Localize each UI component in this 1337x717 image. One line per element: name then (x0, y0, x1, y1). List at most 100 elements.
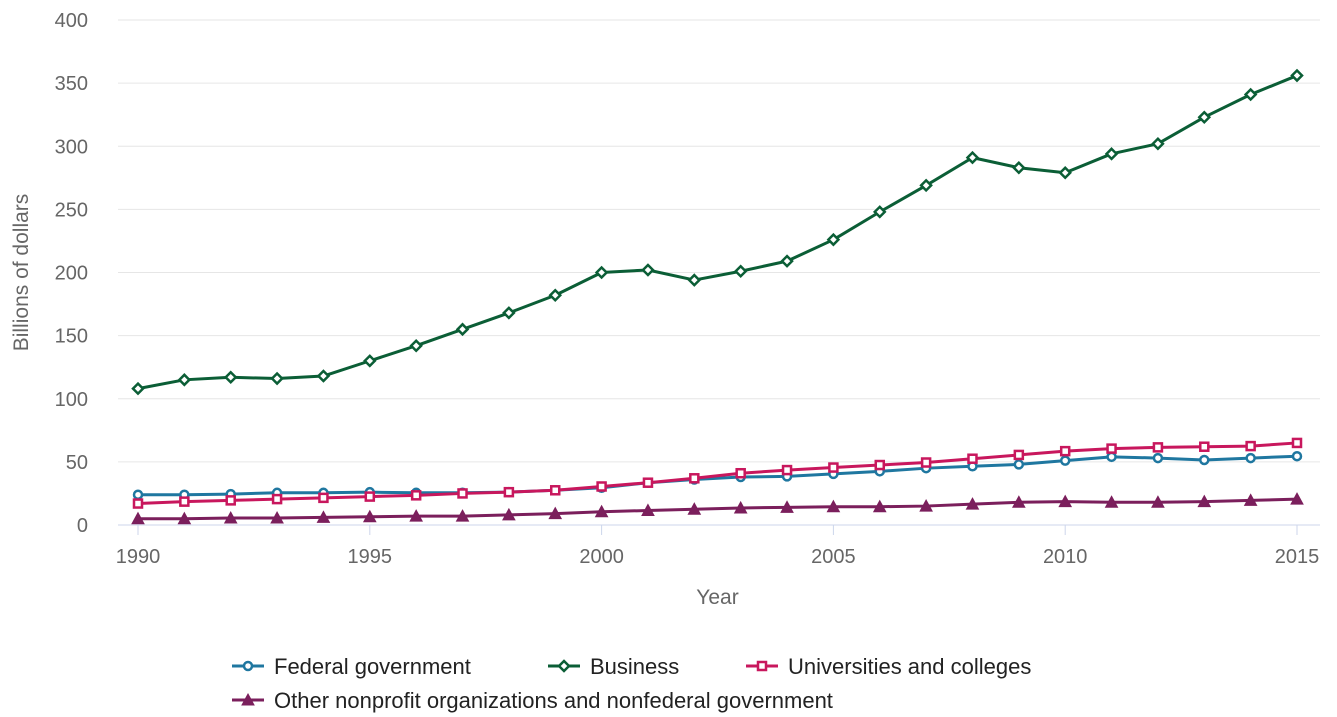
data-point (1291, 450, 1303, 462)
y-tick-label: 250 (55, 199, 88, 221)
legend: Federal government Business Universities a… (232, 654, 1031, 713)
data-point (689, 473, 700, 484)
data-point (409, 338, 423, 353)
data-point (1245, 440, 1256, 452)
data-point (1290, 68, 1304, 83)
y-axis-title: Billions of dollars (10, 194, 33, 352)
series-other-nonprofit-and-nonfederal (131, 492, 1304, 525)
axes: 0 50 100 150 200 250 300 350 400 1990 1995 2000 2005… (55, 10, 1320, 568)
data-point (1151, 136, 1165, 151)
legend-label: Other nonprofit organizations and nonfed… (274, 688, 833, 713)
data-point (225, 495, 236, 506)
data-point (548, 506, 563, 520)
data-point (270, 511, 284, 524)
data-point (223, 370, 238, 385)
data-point (1058, 165, 1072, 180)
data-point (1152, 452, 1164, 464)
data-point (1291, 437, 1303, 449)
legend-item-other-nonprofit-and-nonfederal[interactable]: Other nonprofit organizations and nonfed… (232, 688, 833, 713)
data-point (1197, 494, 1212, 508)
data-point (1151, 495, 1165, 508)
legend-item-federal-government[interactable]: Federal government (232, 654, 471, 679)
x-tick-label: 2005 (811, 546, 856, 568)
legend-marker (241, 692, 255, 706)
data-point (735, 467, 746, 479)
x-tick-label: 1995 (348, 546, 393, 568)
data-point (548, 288, 563, 302)
data-point (965, 150, 980, 165)
data-point (641, 263, 655, 277)
data-point (687, 502, 702, 515)
series-line (137, 74, 1298, 391)
legend-label: Business (590, 654, 679, 679)
data-point (131, 381, 145, 396)
data-point (318, 492, 329, 504)
data-point (1012, 160, 1026, 175)
data-point (457, 488, 468, 499)
data-point (641, 503, 655, 516)
legend-label: Universities and colleges (788, 654, 1031, 679)
data-point (1011, 495, 1026, 508)
data-point (131, 511, 145, 525)
data-point (594, 504, 609, 518)
data-point (132, 489, 144, 500)
data-point (780, 500, 794, 513)
data-point (919, 178, 933, 193)
data-point (920, 457, 932, 468)
data-point (502, 306, 516, 320)
data-point (271, 493, 283, 505)
data-point (780, 254, 794, 268)
data-point (409, 509, 424, 522)
data-point (223, 511, 238, 524)
data-point (919, 499, 933, 512)
data-point (1245, 452, 1256, 464)
data-point (687, 273, 702, 287)
y-tick-label: 150 (55, 326, 88, 348)
data-point (1290, 492, 1304, 505)
series-line (137, 441, 1298, 506)
data-point (1243, 493, 1258, 506)
data-point (874, 459, 886, 471)
data-point (1106, 443, 1117, 454)
data-point (642, 477, 654, 488)
data-point (132, 498, 144, 509)
series-universities-and-colleges (132, 437, 1303, 509)
data-point (363, 354, 377, 368)
series-lines (131, 68, 1304, 525)
y-tick-label: 400 (55, 10, 88, 32)
data-point (596, 481, 607, 492)
data-point (362, 509, 377, 523)
data-point (1152, 442, 1164, 453)
data-point (179, 496, 190, 507)
data-point (1058, 494, 1073, 508)
legend-item-universities-and-colleges[interactable]: Universities and colleges (746, 654, 1031, 679)
data-point (1243, 87, 1258, 102)
legend-marker (557, 659, 571, 673)
data-point (455, 322, 470, 337)
legend-item-business[interactable]: Business (548, 654, 679, 679)
data-point (503, 486, 515, 498)
legend-label: Federal government (274, 654, 471, 679)
data-point (1199, 441, 1210, 452)
data-point (1199, 454, 1210, 466)
legend-marker (242, 660, 254, 672)
data-point (502, 507, 516, 521)
data-point (826, 499, 841, 513)
data-point (1104, 495, 1119, 508)
data-point (1197, 110, 1212, 124)
data-point (1106, 451, 1117, 463)
data-point (455, 509, 470, 522)
data-point (872, 205, 887, 219)
y-tick-label: 100 (55, 389, 88, 411)
data-point (965, 497, 980, 510)
y-tick-label: 50 (66, 452, 88, 474)
gridlines (118, 19, 1320, 463)
data-point (549, 485, 561, 496)
x-tick-label: 2010 (1043, 546, 1088, 568)
x-axis-title: Year (696, 586, 738, 609)
data-point (177, 373, 192, 387)
data-point (733, 500, 748, 514)
y-tick-label: 350 (55, 73, 88, 95)
data-point (316, 510, 331, 523)
y-tick-label: 300 (55, 136, 88, 158)
